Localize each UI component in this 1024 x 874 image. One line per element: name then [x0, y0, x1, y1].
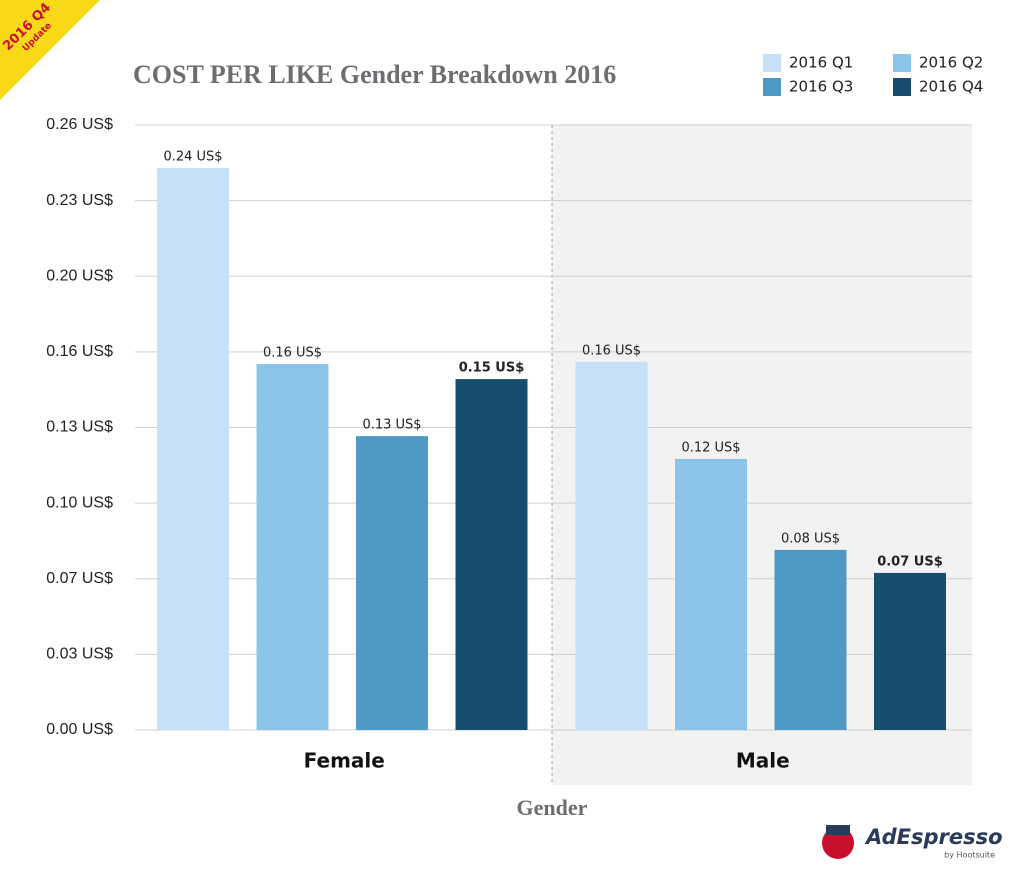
bar — [575, 361, 648, 730]
bar — [256, 363, 329, 730]
value-label: 0.16 US$ — [263, 345, 322, 360]
legend-label: 2016 Q4 — [919, 78, 983, 96]
bar — [455, 379, 528, 730]
x-tick-label: Female — [304, 749, 385, 773]
logo: AdEspresso by Hootsuite — [822, 825, 1003, 860]
logo-hat — [826, 825, 850, 835]
legend-label: 2016 Q2 — [919, 54, 983, 72]
bar — [774, 549, 847, 730]
value-label: 0.15 US$ — [459, 361, 525, 376]
legend-swatch — [893, 78, 911, 96]
value-label: 0.13 US$ — [362, 418, 421, 433]
value-label: 0.24 US$ — [163, 150, 222, 165]
bar — [874, 572, 946, 730]
y-tick-label: 0.00 US$ — [46, 721, 113, 738]
y-tick-label: 0.26 US$ — [46, 116, 113, 133]
bar — [157, 168, 229, 730]
y-tick-label: 0.03 US$ — [46, 646, 113, 663]
bar — [356, 436, 428, 730]
value-label: 0.08 US$ — [781, 531, 840, 546]
value-label: 0.12 US$ — [681, 440, 740, 455]
value-label: 0.07 US$ — [877, 554, 943, 569]
logo-name: AdEspresso — [864, 825, 1003, 849]
y-tick-label: 0.16 US$ — [46, 343, 113, 360]
y-tick-label: 0.20 US$ — [46, 267, 113, 284]
y-tick-label: 0.13 US$ — [46, 419, 113, 436]
legend-swatch — [763, 78, 781, 96]
legend-label: 2016 Q3 — [789, 78, 853, 96]
legend-swatch — [893, 54, 911, 72]
value-label: 0.16 US$ — [582, 343, 641, 358]
chart-title: COST PER LIKE Gender Breakdown 2016 — [133, 60, 616, 89]
badge-ribbon — [0, 0, 100, 100]
bar — [675, 458, 747, 730]
y-tick-label: 0.23 US$ — [46, 192, 113, 209]
logo-byline: by Hootsuite — [944, 851, 995, 860]
legend-label: 2016 Q1 — [789, 54, 853, 72]
x-tick-label: Male — [736, 749, 790, 773]
legend-swatch — [763, 54, 781, 72]
y-tick-label: 0.10 US$ — [46, 494, 113, 511]
x-axis-label: Gender — [517, 795, 588, 820]
y-tick-label: 0.07 US$ — [46, 570, 113, 587]
